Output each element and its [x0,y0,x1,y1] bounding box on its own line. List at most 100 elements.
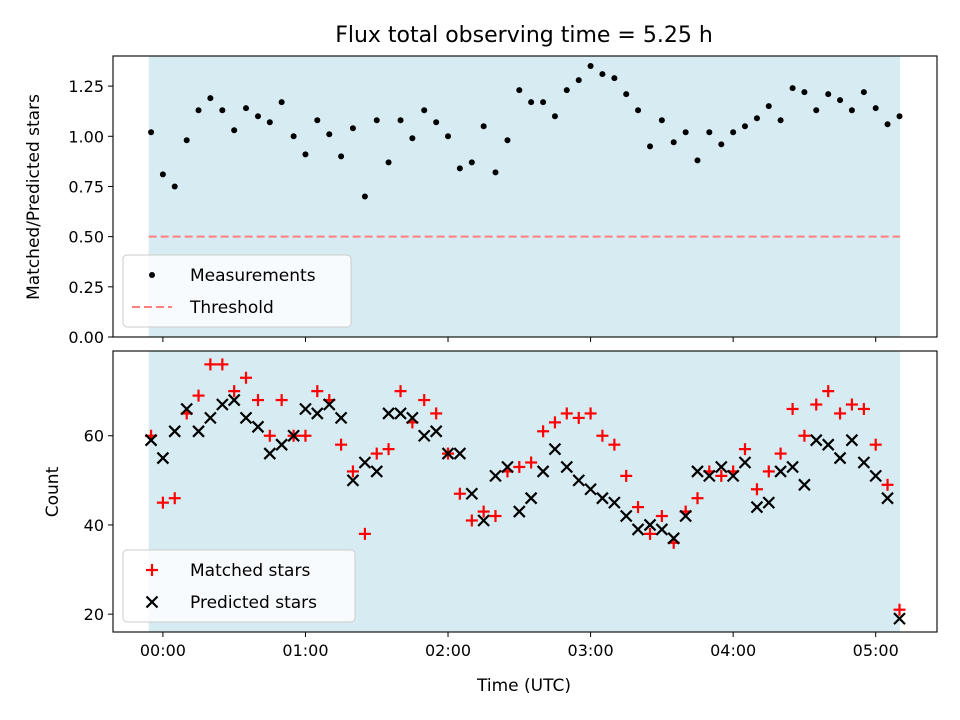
data-point [346,474,360,487]
bottom-panel-y-axis-label: Count [43,466,63,517]
data-point [635,107,642,114]
data-point [275,438,288,451]
data-point [647,143,654,150]
data-point [299,429,312,442]
data-point [204,411,217,425]
data-point [825,91,832,98]
data-point [429,425,443,438]
data-point [540,99,547,106]
data-point [453,447,467,460]
data-point [655,523,669,536]
top-panel-legend: Measurements Threshold [122,254,352,328]
data-point [837,97,844,104]
data-point [525,456,538,469]
data-point [560,407,573,420]
data-point [753,115,760,122]
data-point [658,117,665,124]
data-point [299,402,312,416]
data-point [789,85,796,92]
data-point [361,193,368,200]
data-point [216,358,229,371]
data-point [346,465,359,478]
bottom-panel-legend: Matched stars Predicted stars [122,549,356,623]
data-point [243,105,250,112]
data-point [468,159,475,166]
x-tick-label: 05:00 [853,641,899,660]
data-point [465,514,478,527]
data-point [786,402,799,415]
data-point [180,402,193,416]
data-point [489,469,502,483]
data-point [240,371,253,384]
data-point [334,411,348,425]
data-point [762,496,776,509]
data-point [872,105,879,112]
data-point [762,465,775,478]
data-point [231,127,238,134]
data-point [254,113,261,120]
bottom-panel-frame [112,350,938,633]
data-point [418,394,431,407]
data-point [394,407,407,420]
data-point [834,407,847,420]
data-point [314,117,321,124]
top-panel-series-measurements [148,63,903,200]
data-point [524,491,538,505]
data-point [227,393,241,407]
x-tick-label: 02:00 [425,641,471,660]
data-point [631,523,645,536]
data-point [750,500,764,514]
data-point [537,425,550,438]
data-point [551,113,558,120]
data-point [869,469,882,483]
data-point [192,389,205,402]
data-point [513,460,526,473]
data-point [548,416,561,429]
legend-label: Predicted stars [190,593,317,613]
y-tick-label: 0.50 [68,228,104,247]
legend-label: Matched stars [190,561,310,581]
data-point [144,433,158,447]
data-point [513,505,526,518]
data-point [382,443,395,456]
x-tick-label: 00:00 [140,641,186,660]
data-point [644,527,657,540]
data-point [358,527,371,540]
data-point [156,451,170,465]
data-point [168,425,182,438]
data-point [338,153,345,160]
data-point [216,398,229,411]
data-point [611,75,618,82]
data-point [358,456,372,469]
data-point [845,398,858,411]
data-point [148,129,155,136]
data-point [204,358,217,371]
data-point [290,133,297,140]
data-point [896,113,903,120]
y-tick-label: 0.25 [68,278,104,297]
data-point [563,87,570,94]
data-point [623,91,630,98]
data-point [302,151,309,158]
data-point [430,407,443,420]
data-point [738,443,751,456]
data-point [409,135,416,142]
data-point [207,95,214,102]
data-point [536,465,550,478]
y-tick-label: 0.75 [68,177,104,196]
data-point [370,465,384,478]
data-point [575,77,582,84]
data-point [322,398,336,411]
y-tick-label: 60 [84,427,104,446]
data-point [667,532,680,545]
data-point [406,411,419,425]
data-point [584,482,597,496]
data-point [860,89,867,96]
data-point [857,456,871,469]
data-point [156,496,169,509]
data-point [893,612,906,625]
data-point [382,407,395,420]
data-point [183,137,190,144]
data-point [738,456,752,469]
